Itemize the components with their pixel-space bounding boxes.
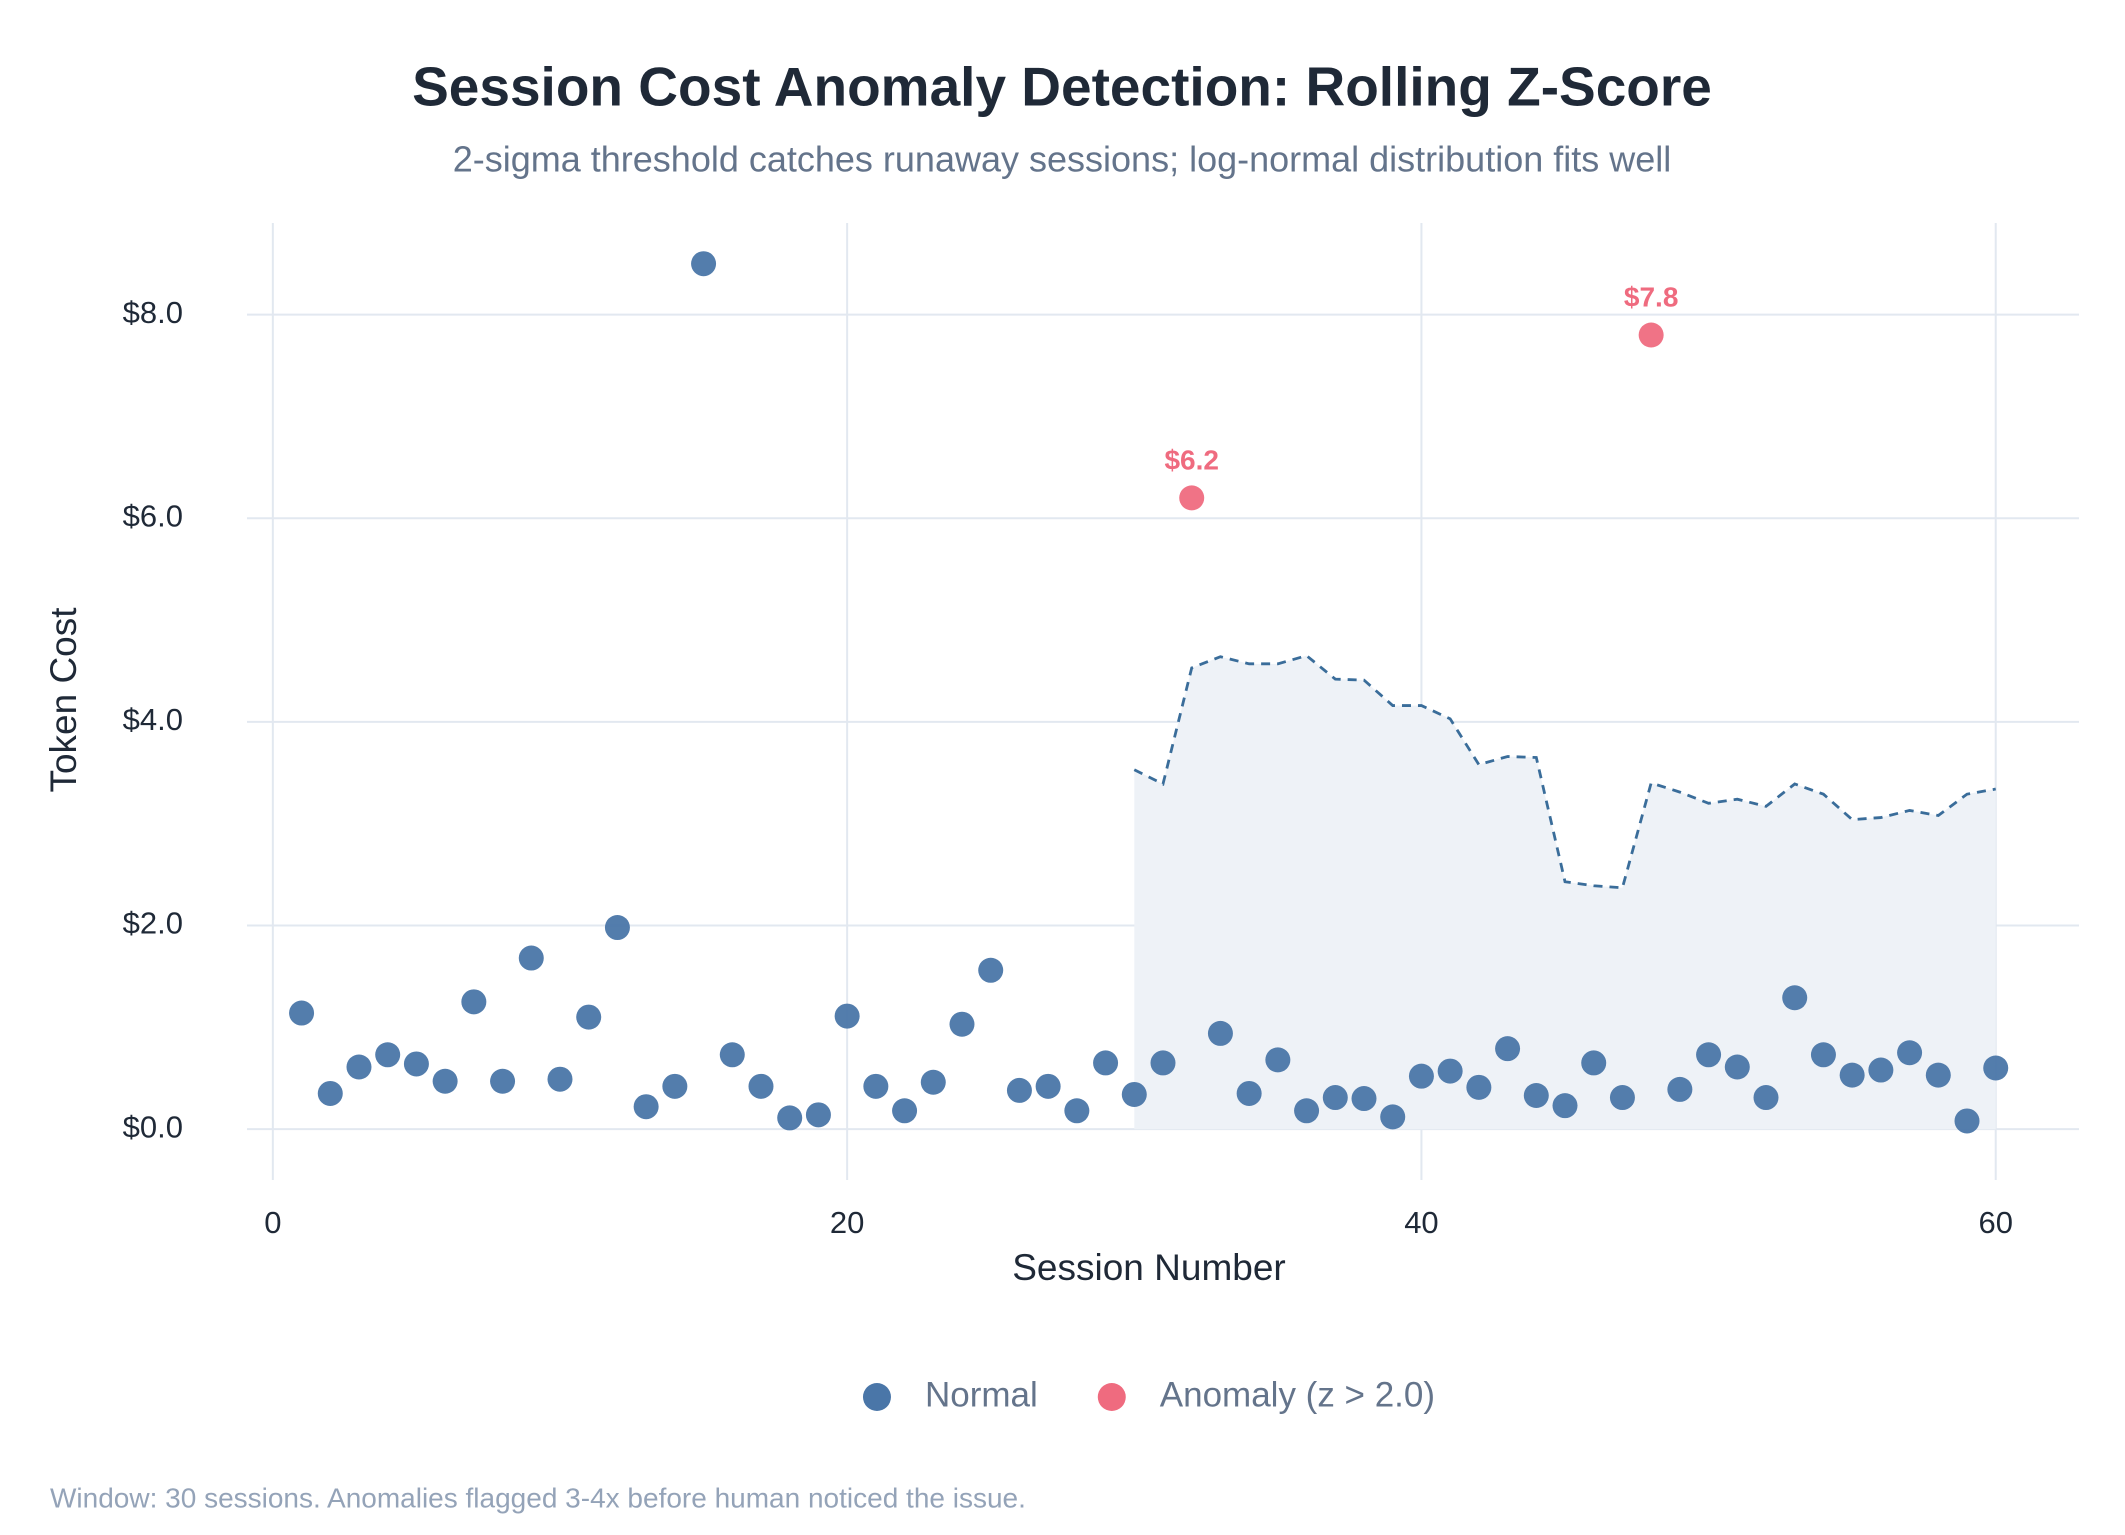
point xyxy=(346,1054,372,1080)
point xyxy=(1322,1085,1348,1111)
point xyxy=(1581,1050,1607,1076)
point xyxy=(1839,1062,1865,1088)
point xyxy=(949,1011,975,1037)
y-tick-label: $6.0 xyxy=(123,498,183,533)
point xyxy=(1150,1050,1176,1076)
point xyxy=(1466,1074,1492,1100)
point xyxy=(1294,1098,1320,1124)
legend-marker xyxy=(862,1383,891,1411)
legend-label: Anomaly (z > 2.0) xyxy=(1160,1375,1435,1414)
point xyxy=(1925,1062,1951,1088)
point xyxy=(691,251,717,277)
point xyxy=(1810,1042,1836,1068)
point xyxy=(1897,1040,1923,1066)
point xyxy=(1954,1108,1980,1134)
point xyxy=(547,1066,573,1092)
point xyxy=(863,1073,889,1099)
threshold-area xyxy=(1134,655,1996,1130)
point xyxy=(1523,1082,1549,1108)
point xyxy=(461,989,487,1015)
y-tick-label: $8.0 xyxy=(123,295,183,330)
point xyxy=(1093,1050,1119,1076)
point xyxy=(289,1000,315,1026)
point xyxy=(978,957,1004,983)
point xyxy=(834,1003,860,1029)
point xyxy=(1265,1047,1291,1073)
point xyxy=(1724,1054,1750,1080)
chart-subtitle: 2-sigma threshold catches runaway sessio… xyxy=(453,139,1672,180)
y-tick-label: $0.0 xyxy=(123,1109,183,1144)
y-axis-title: Token Cost xyxy=(43,607,84,793)
y-tick-label: $2.0 xyxy=(123,906,183,941)
point xyxy=(1408,1063,1434,1089)
point xyxy=(1121,1081,1147,1107)
point xyxy=(518,945,544,971)
point xyxy=(1638,322,1664,348)
point xyxy=(403,1051,429,1077)
point xyxy=(1696,1042,1722,1068)
data-label: $7.8 xyxy=(1624,281,1679,312)
point xyxy=(576,1004,602,1030)
point xyxy=(1380,1104,1406,1130)
x-tick-label: 40 xyxy=(1404,1205,1438,1240)
chart-title: Session Cost Anomaly Detection: Rolling … xyxy=(412,56,1712,118)
point xyxy=(662,1073,688,1099)
x-tick-label: 20 xyxy=(830,1205,864,1240)
x-axis-title: Session Number xyxy=(1012,1247,1286,1288)
y-tick-label: $4.0 xyxy=(123,702,183,737)
point xyxy=(375,1042,401,1068)
point xyxy=(1868,1057,1894,1083)
point xyxy=(1207,1020,1233,1046)
point xyxy=(1983,1055,2009,1081)
legend-marker xyxy=(1097,1383,1126,1411)
data-label: $6.2 xyxy=(1164,444,1219,475)
point xyxy=(1035,1073,1061,1099)
point xyxy=(1064,1098,1090,1124)
point xyxy=(1437,1058,1463,1084)
point xyxy=(1552,1093,1578,1119)
legend-label: Normal xyxy=(925,1375,1038,1414)
point xyxy=(317,1080,343,1106)
point xyxy=(805,1102,831,1128)
point xyxy=(920,1069,946,1095)
point xyxy=(1667,1076,1693,1102)
point xyxy=(719,1042,745,1068)
point xyxy=(1351,1086,1377,1112)
point xyxy=(432,1068,458,1094)
point xyxy=(1609,1085,1635,1111)
threshold-line xyxy=(1133,654,1996,890)
point xyxy=(1495,1036,1521,1062)
point xyxy=(748,1073,774,1099)
point xyxy=(1753,1085,1779,1111)
x-tick-label: 0 xyxy=(264,1205,281,1240)
point xyxy=(1782,985,1808,1011)
point xyxy=(604,915,630,941)
point xyxy=(1236,1080,1262,1106)
point xyxy=(490,1068,516,1094)
point xyxy=(892,1098,918,1124)
point xyxy=(777,1105,803,1131)
point xyxy=(633,1094,659,1120)
point xyxy=(1179,485,1205,511)
point xyxy=(1006,1077,1032,1103)
x-tick-label: 60 xyxy=(1978,1205,2012,1240)
footnote: Window: 30 sessions. Anomalies flagged 3… xyxy=(50,1482,1026,1513)
